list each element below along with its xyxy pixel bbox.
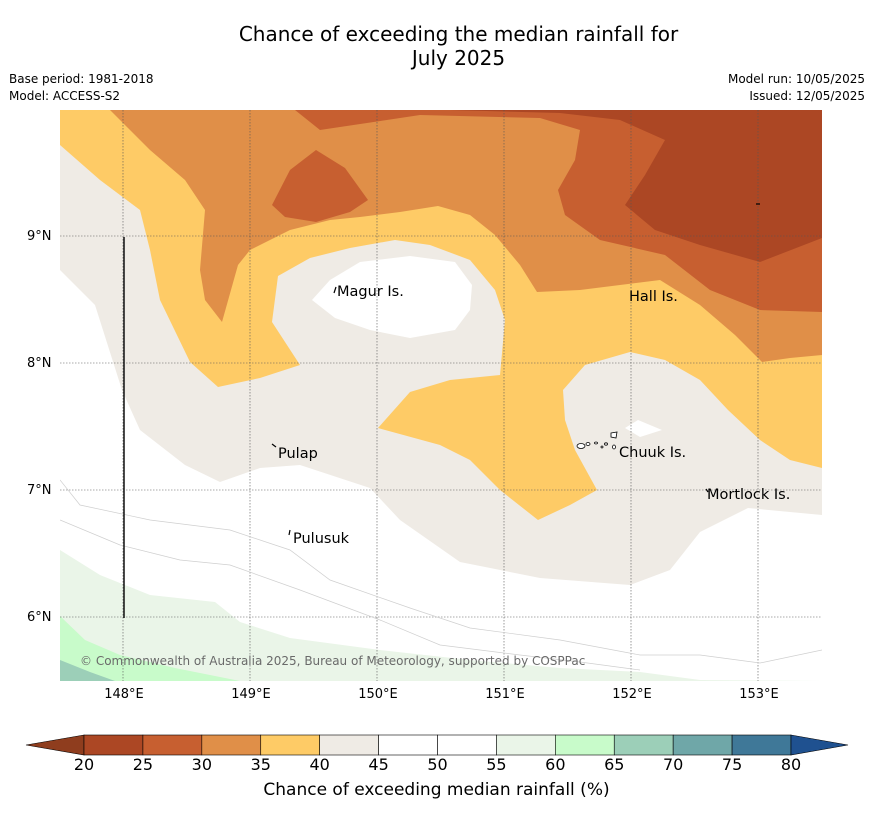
place-pulap: Pulap (278, 446, 318, 462)
pulusuk-island-mark (288, 529, 291, 536)
colorbar-tick-label: 25 (132, 755, 154, 774)
lon-label-149e: 149°E (231, 687, 271, 702)
colorbar-tick-label: 50 (427, 755, 448, 774)
colorbar-cell (378, 734, 438, 756)
place-magur: Magur Is. (337, 284, 404, 300)
lat-label-7n: 7°N (27, 483, 52, 498)
graticule (60, 110, 822, 681)
island-markers (271, 203, 760, 536)
lon-label-148e: 148°E (104, 687, 144, 702)
lon-label-152e: 152°E (612, 687, 652, 702)
copyright-notice: © Commonwealth of Australia 2025, Bureau… (80, 654, 586, 668)
place-chuuk: Chuuk Is. (619, 445, 687, 461)
band-65-70 (60, 660, 115, 681)
lat-label-8n: 8°N (27, 356, 52, 371)
colorbar-tick-label: 80 (780, 755, 802, 774)
meta-right: Model run: 10/05/2025 Issued: 12/05/2025 (728, 71, 865, 105)
lon-label-151e: 151°E (485, 687, 525, 702)
colorbar-over-arrow (790, 734, 849, 756)
lat-label-9n: 9°N (27, 229, 52, 244)
band-25-30-isolated (272, 150, 368, 222)
colorbar-cell (731, 734, 792, 756)
place-mortlock: Mortlock Is. (707, 487, 791, 503)
model-run-date: Model run: 10/05/2025 (727, 72, 865, 86)
colorbar-cells (25, 734, 849, 756)
pulap-island-mark (271, 443, 277, 448)
model-name: Model: ACCESS-S2 (9, 89, 121, 103)
contour-lines (60, 479, 822, 671)
map-title: Chance of exceeding the median rainfall … (0, 22, 873, 70)
colorbar-cell (260, 734, 320, 756)
band-45-50-pocket (625, 420, 662, 437)
colorbar-tick-label: 70 (662, 755, 684, 774)
colorbar-tick-label: 55 (486, 755, 507, 774)
magur-island-mark (333, 286, 337, 294)
colorbar-tick-label: 45 (368, 755, 389, 774)
band-20-25 (450, 110, 822, 262)
colorbar-tick-label: 30 (191, 755, 212, 774)
lon-label-150e: 150°E (358, 687, 398, 702)
band-45-50-island (312, 256, 472, 338)
colorbar-under-arrow (25, 734, 85, 756)
colorbar-tick-label: 40 (309, 755, 330, 774)
band-55-60 (60, 550, 822, 681)
colorbar-cell (319, 734, 379, 756)
colorbar-cell (672, 734, 733, 756)
colorbar-title: Chance of exceeding median rainfall (%) (263, 780, 610, 800)
place-pulusuk: Pulusuk (293, 531, 350, 547)
colorbar-cell (555, 734, 615, 756)
chuuk-islands-icon (576, 431, 618, 450)
colorbar-tick-label: 75 (721, 755, 743, 774)
contour-layer (60, 110, 822, 681)
lon-label-153e: 153°E (739, 687, 779, 702)
mortlock-island-mark (705, 488, 709, 493)
colorbar-tick-label: 65 (604, 755, 625, 774)
colorbar-cell (83, 734, 144, 756)
base-period: Base period: 1981-2018 (9, 72, 154, 86)
colorbar-tick-label: 60 (545, 755, 566, 774)
title-line-1: Chance of exceeding the median rainfall … (238, 22, 679, 46)
band-60-65 (60, 616, 240, 681)
colorbar-cell (496, 734, 556, 756)
colorbar-cell (437, 734, 497, 756)
meta-left: Base period: 1981-2018 Model: ACCESS-S2 (9, 71, 154, 105)
title-line-2: July 2025 (411, 46, 506, 70)
place-hall: Hall Is. (629, 289, 678, 305)
rainfall-map (60, 110, 822, 681)
colorbar-cell (201, 734, 262, 756)
lat-label-6n: 6°N (27, 610, 52, 625)
colorbar-cell (613, 734, 674, 756)
issued-date: Issued: 12/05/2025 (749, 89, 865, 103)
colorbar-tick-label: 35 (250, 755, 271, 774)
colorbar-tick-label: 20 (73, 755, 95, 774)
colorbar-cell (142, 734, 203, 756)
